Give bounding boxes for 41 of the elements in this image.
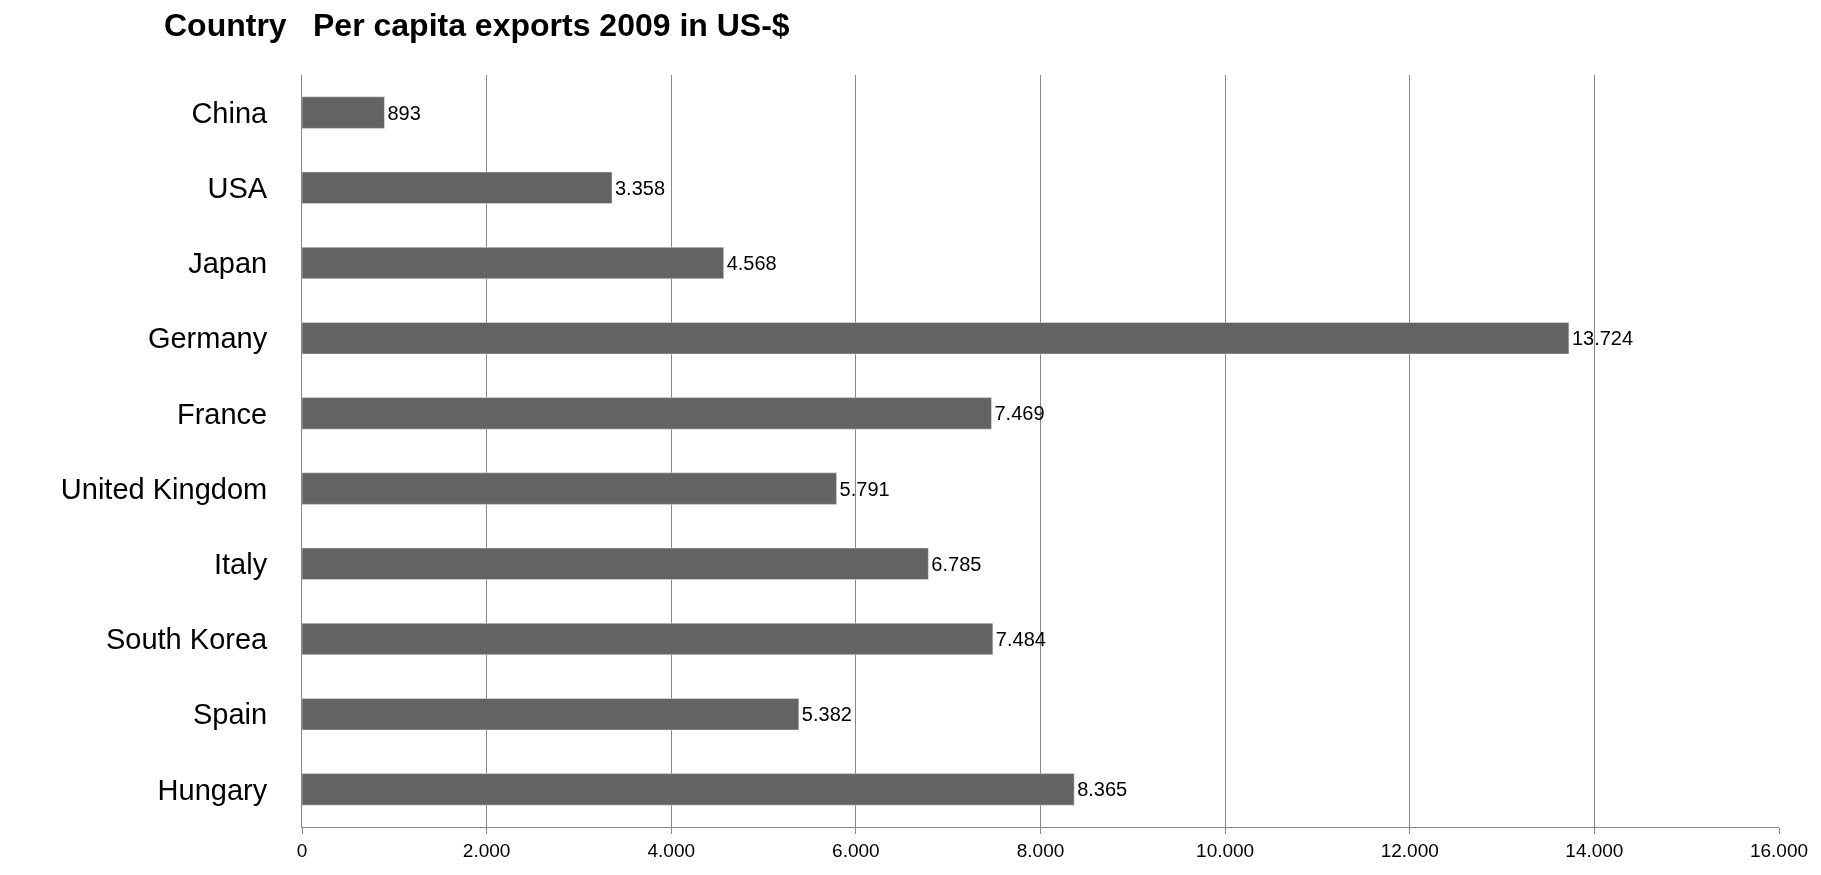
x-tick-label: 16.000 <box>1749 839 1809 861</box>
y-tick-label: United Kingdom <box>60 472 268 505</box>
x-tick-label: 2.000 <box>462 839 511 861</box>
x-tick-label: 4.000 <box>647 839 696 861</box>
x-tick-label: 6.000 <box>832 839 880 861</box>
y-tick-label: Hungary <box>157 773 268 806</box>
data-label: 5.791 <box>839 477 890 500</box>
data-label: 13.724 <box>1571 327 1634 350</box>
x-tick-label: 10.000 <box>1196 839 1255 861</box>
bar <box>302 698 800 731</box>
x-tick-label: 8.000 <box>1016 839 1065 861</box>
y-tick-label: USA <box>207 171 268 204</box>
x-tick-label: 14.000 <box>1565 839 1624 861</box>
bar <box>302 773 1075 806</box>
data-label: 893 <box>387 101 421 124</box>
x-tick-label: 0 <box>296 839 308 861</box>
y-tick-label: France <box>176 397 268 430</box>
bar <box>302 622 994 656</box>
x-tick-label: 12.000 <box>1380 839 1439 861</box>
data-label: 6.785 <box>931 552 982 575</box>
y-tick-label: South Korea <box>105 623 269 656</box>
bar <box>302 246 724 280</box>
bar <box>302 96 385 129</box>
y-tick-label: Germany <box>147 322 268 355</box>
bar <box>302 472 837 505</box>
data-label: 7.484 <box>995 628 1046 650</box>
data-label: 7.469 <box>994 402 1045 425</box>
chart-title: Per capita exports 2009 in US-$ <box>313 6 790 43</box>
data-label: 3.358 <box>614 176 666 199</box>
data-label: 8.365 <box>1077 778 1128 801</box>
data-label: 4.568 <box>726 252 777 274</box>
bar <box>302 397 992 430</box>
y-tick-label: Spain <box>193 698 268 731</box>
y-tick-label: Italy <box>214 547 268 580</box>
bar <box>302 547 929 580</box>
data-label: 5.382 <box>801 703 852 726</box>
bar <box>302 322 1570 355</box>
bar <box>302 171 613 204</box>
y-tick-label: Japan <box>188 247 268 280</box>
y-axis-title: Country <box>164 7 287 43</box>
y-tick-label: China <box>191 96 269 129</box>
